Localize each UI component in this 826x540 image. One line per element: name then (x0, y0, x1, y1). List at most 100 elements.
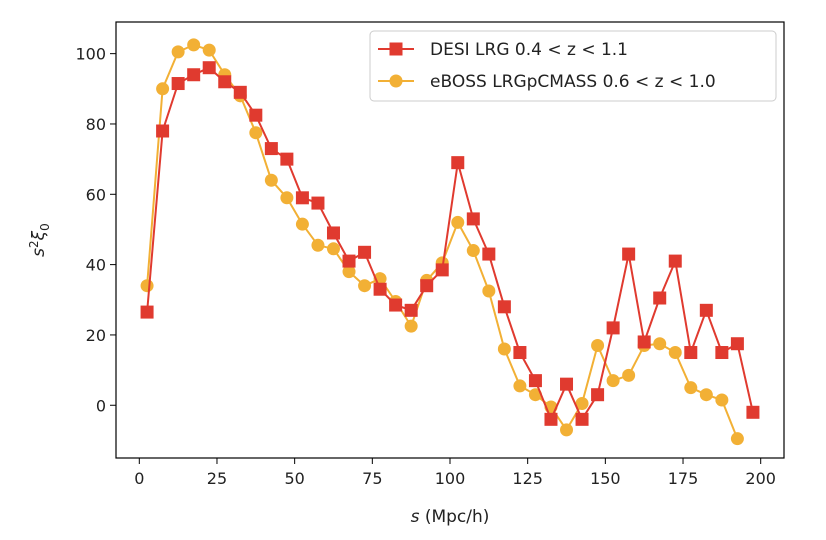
data-point (466, 212, 480, 226)
x-tick-label: 150 (590, 469, 621, 488)
data-point (560, 377, 574, 391)
data-point (389, 298, 403, 312)
y-tick-label: 0 (96, 396, 106, 415)
y-tick-label: 20 (86, 326, 106, 345)
data-point (591, 388, 605, 402)
data-point (326, 242, 340, 256)
series-line (146, 66, 754, 421)
legend-item-0: DESI LRG 0.4 < z < 1.1 (378, 40, 628, 60)
x-axis-label: s (Mpc/h) (411, 507, 490, 527)
data-point (342, 254, 356, 268)
data-point (544, 412, 558, 426)
x-tick-label: 175 (668, 469, 699, 488)
data-point (404, 319, 418, 333)
y-tick-label: 80 (86, 115, 106, 134)
data-point (699, 303, 713, 317)
data-point (622, 368, 636, 382)
data-point (482, 284, 496, 298)
data-point (140, 305, 154, 319)
x-tick-label: 25 (207, 469, 227, 488)
data-point (249, 108, 263, 122)
data-point (249, 126, 263, 140)
y-tick-label: 40 (86, 256, 106, 275)
data-point (746, 405, 760, 419)
legend-label: eBOSS LRGpCMASS 0.6 < z < 1.0 (430, 72, 716, 92)
data-point (513, 379, 527, 393)
data-point (280, 152, 294, 166)
data-point (202, 61, 216, 75)
y-axis-label-s: s (29, 248, 49, 257)
legend-items: DESI LRG 0.4 < z < 1.1 eBOSS LRGpCMASS 0.… (378, 40, 716, 92)
data-point (295, 217, 309, 231)
data-point (497, 300, 511, 314)
data-point (699, 388, 713, 402)
y-axis-label-xi: ξ (29, 230, 49, 241)
data-point (668, 346, 682, 360)
data-point (606, 374, 620, 388)
y-axis-label-sup: 2 (27, 240, 41, 248)
x-axis-label-var: s (411, 507, 420, 527)
x-tick-label: 50 (284, 469, 304, 488)
data-point (730, 337, 744, 351)
x-tick-label: 100 (435, 469, 466, 488)
data-point (264, 173, 278, 187)
data-point (466, 244, 480, 258)
data-point (451, 215, 465, 229)
data-point (187, 38, 201, 52)
data-point (311, 196, 325, 210)
data-point (156, 82, 170, 96)
data-point (560, 423, 574, 437)
data-point (451, 156, 465, 170)
data-point (187, 68, 201, 82)
data-point (730, 432, 744, 446)
data-point (280, 191, 294, 205)
legend-item-1: eBOSS LRGpCMASS 0.6 < z < 1.0 (378, 72, 716, 92)
data-point (140, 279, 154, 293)
data-point (715, 393, 729, 407)
legend-box (369, 30, 777, 102)
data-point (637, 335, 651, 349)
x-tick-label: 200 (745, 469, 776, 488)
data-point (482, 247, 496, 261)
data-point (497, 342, 511, 356)
data-point (326, 226, 340, 240)
data-point (575, 397, 589, 410)
data-point (622, 247, 636, 261)
x-axis: 0 25 50 75 100 125 150 175 200 (134, 458, 776, 488)
data-point (295, 191, 309, 205)
legend: DESI LRG 0.4 < z < 1.1 eBOSS LRGpCMASS 0.… (369, 30, 777, 102)
series-layer (140, 38, 760, 446)
data-point (156, 124, 170, 138)
legend-label: DESI LRG 0.4 < z < 1.1 (430, 40, 628, 60)
data-point (653, 291, 667, 305)
data-point (653, 337, 667, 351)
data-point (591, 338, 605, 352)
y-tick-label: 100 (75, 45, 106, 64)
data-point (233, 85, 247, 99)
data-point (684, 346, 698, 360)
data-point (513, 346, 527, 360)
data-point (668, 254, 682, 268)
x-tick-label: 125 (512, 469, 543, 488)
data-point (404, 303, 418, 317)
y-tick-label: 60 (86, 185, 106, 204)
data-point (358, 245, 372, 259)
data-point (218, 75, 232, 89)
data-point (202, 43, 216, 57)
data-point (575, 412, 589, 426)
x-tick-label: 75 (362, 469, 382, 488)
data-point (373, 282, 387, 296)
legend-marker (389, 42, 403, 56)
data-point (171, 45, 185, 59)
data-point (358, 279, 372, 293)
x-tick-label: 0 (134, 469, 144, 488)
data-point (528, 388, 542, 402)
data-point (435, 263, 449, 277)
data-point (528, 374, 542, 388)
data-point (606, 321, 620, 335)
data-point (311, 238, 325, 252)
data-point (342, 265, 356, 279)
x-axis-label-unit: (Mpc/h) (419, 507, 489, 527)
legend-marker (389, 74, 403, 88)
